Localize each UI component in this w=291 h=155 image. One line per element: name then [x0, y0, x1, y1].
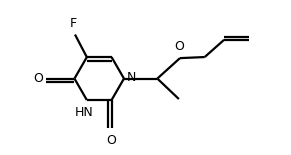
Text: HN: HN	[75, 106, 94, 119]
Text: O: O	[107, 134, 116, 147]
Text: O: O	[174, 40, 184, 53]
Text: N: N	[127, 71, 136, 84]
Text: F: F	[70, 17, 77, 30]
Text: O: O	[33, 72, 43, 85]
